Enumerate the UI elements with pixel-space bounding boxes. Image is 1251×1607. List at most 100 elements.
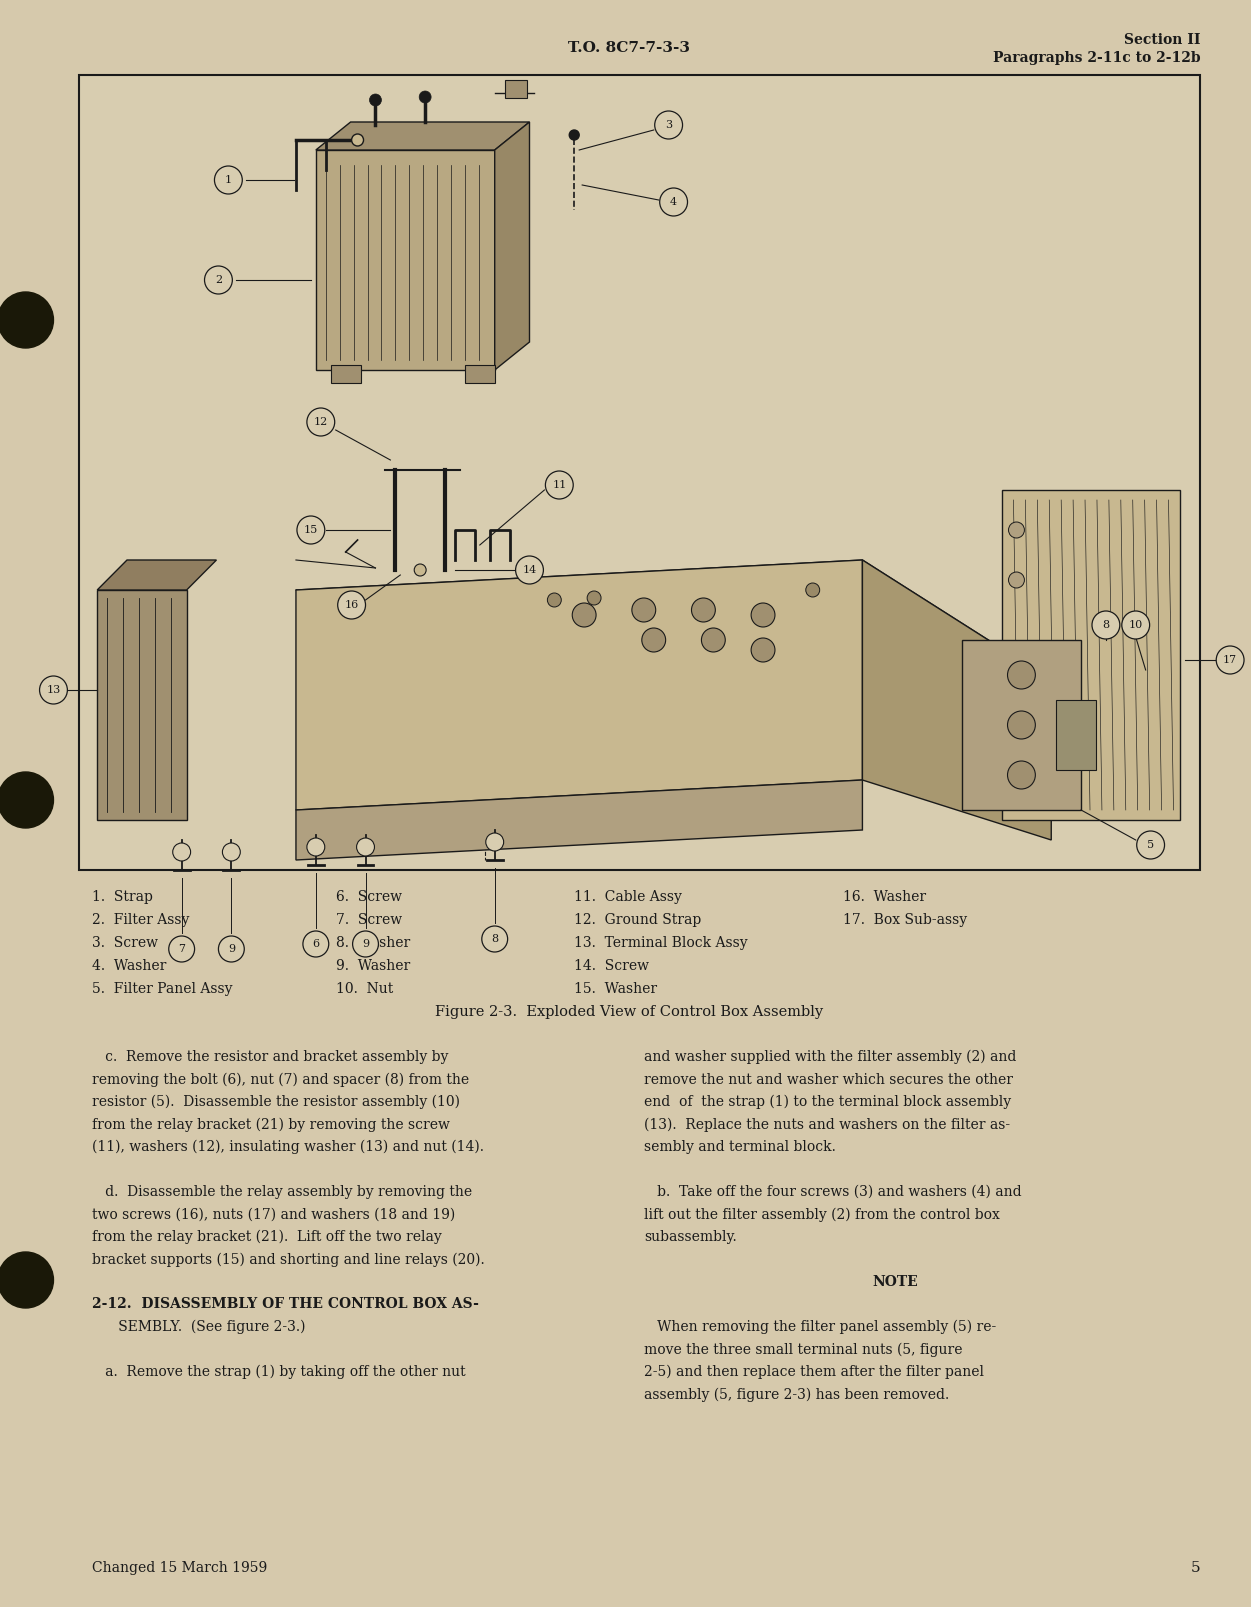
Bar (330, 365, 360, 382)
Text: 1.  Strap: 1. Strap (93, 890, 153, 905)
Polygon shape (1002, 490, 1181, 820)
Circle shape (702, 628, 726, 652)
Text: two screws (16), nuts (17) and washers (18 and 19): two screws (16), nuts (17) and washers (… (93, 1207, 455, 1221)
Circle shape (632, 598, 656, 622)
Bar (1056, 701, 1096, 770)
Text: from the relay bracket (21) by removing the screw: from the relay bracket (21) by removing … (93, 1117, 450, 1131)
Text: 14.  Screw: 14. Screw (574, 959, 649, 972)
Text: 6.  Screw: 6. Screw (335, 890, 402, 905)
Circle shape (419, 92, 432, 103)
Text: d.  Disassemble the relay assembly by removing the: d. Disassemble the relay assembly by rem… (93, 1184, 473, 1199)
Text: 7.  Screw: 7. Screw (335, 913, 402, 927)
Text: 3: 3 (666, 121, 672, 130)
Circle shape (169, 935, 195, 963)
Circle shape (369, 93, 382, 106)
Circle shape (338, 591, 365, 619)
Circle shape (515, 556, 543, 583)
Circle shape (692, 598, 716, 622)
Bar (962, 640, 1081, 810)
Text: 4.  Washer: 4. Washer (93, 959, 166, 972)
Circle shape (414, 564, 427, 575)
Bar (504, 80, 527, 98)
Polygon shape (296, 559, 862, 810)
Circle shape (352, 133, 364, 146)
Circle shape (482, 926, 508, 951)
Text: removing the bolt (6), nut (7) and spacer (8) from the: removing the bolt (6), nut (7) and space… (93, 1072, 469, 1086)
Text: Figure 2-3.  Exploded View of Control Box Assembly: Figure 2-3. Exploded View of Control Box… (435, 1004, 823, 1019)
Polygon shape (98, 559, 216, 590)
Text: (11), washers (12), insulating washer (13) and nut (14).: (11), washers (12), insulating washer (1… (93, 1139, 484, 1154)
Circle shape (40, 677, 68, 704)
Text: 2-12.  DISASSEMBLY OF THE CONTROL BOX AS-: 2-12. DISASSEMBLY OF THE CONTROL BOX AS- (93, 1297, 479, 1311)
Polygon shape (296, 779, 862, 860)
Text: remove the nut and washer which secures the other: remove the nut and washer which secures … (644, 1072, 1013, 1086)
Circle shape (204, 267, 233, 294)
Text: 9: 9 (362, 938, 369, 950)
Text: 17: 17 (1223, 656, 1237, 665)
Text: 6: 6 (313, 938, 319, 950)
Circle shape (223, 844, 240, 861)
Bar (315, 149, 494, 370)
Circle shape (1008, 752, 1025, 768)
Text: 1: 1 (225, 175, 231, 185)
Text: 10.  Nut: 10. Nut (335, 982, 393, 996)
Circle shape (296, 516, 325, 545)
Text: 8.  Washer: 8. Washer (335, 935, 410, 950)
Text: assembly (5, figure 2-3) has been removed.: assembly (5, figure 2-3) has been remove… (644, 1387, 950, 1401)
Text: 16.  Washer: 16. Washer (842, 890, 926, 905)
Text: 12.  Ground Strap: 12. Ground Strap (574, 913, 702, 927)
Circle shape (1137, 831, 1165, 860)
Text: 9.  Washer: 9. Washer (335, 959, 410, 972)
Text: sembly and terminal block.: sembly and terminal block. (644, 1139, 836, 1154)
Text: SEMBLY.  (See figure 2-3.): SEMBLY. (See figure 2-3.) (93, 1319, 305, 1334)
Circle shape (0, 1252, 54, 1308)
Circle shape (306, 837, 325, 857)
Circle shape (654, 111, 683, 138)
Text: 13: 13 (46, 685, 60, 694)
Text: 5: 5 (1191, 1560, 1200, 1575)
Circle shape (751, 603, 774, 627)
Text: 2: 2 (215, 275, 221, 284)
Text: 7: 7 (178, 943, 185, 955)
Circle shape (572, 603, 595, 627)
Circle shape (569, 130, 579, 140)
Text: c.  Remove the resistor and bracket assembly by: c. Remove the resistor and bracket assem… (93, 1049, 449, 1064)
Circle shape (357, 837, 374, 857)
Circle shape (1008, 572, 1025, 588)
Text: 3.  Screw: 3. Screw (93, 935, 158, 950)
Circle shape (306, 408, 335, 435)
Text: 15: 15 (304, 525, 318, 535)
Circle shape (1216, 646, 1243, 673)
Text: Changed 15 March 1959: Changed 15 March 1959 (93, 1560, 268, 1575)
Text: from the relay bracket (21).  Lift off the two relay: from the relay bracket (21). Lift off th… (93, 1229, 442, 1244)
Text: 9: 9 (228, 943, 235, 955)
Circle shape (303, 930, 329, 958)
Circle shape (1007, 710, 1036, 739)
Polygon shape (315, 122, 529, 149)
Text: NOTE: NOTE (872, 1274, 918, 1289)
Text: 2.  Filter Assy: 2. Filter Assy (93, 913, 190, 927)
Text: (13).  Replace the nuts and washers on the filter as-: (13). Replace the nuts and washers on th… (644, 1117, 1010, 1131)
Text: 11.  Cable Assy: 11. Cable Assy (574, 890, 682, 905)
Text: a.  Remove the strap (1) by taking off the other nut: a. Remove the strap (1) by taking off th… (93, 1364, 465, 1379)
Text: subassembly.: subassembly. (644, 1229, 737, 1244)
Polygon shape (296, 559, 1051, 710)
Text: 5.  Filter Panel Assy: 5. Filter Panel Assy (93, 982, 233, 996)
Circle shape (642, 628, 666, 652)
Circle shape (1008, 693, 1025, 709)
Text: 15.  Washer: 15. Washer (574, 982, 657, 996)
Text: 5: 5 (1147, 840, 1155, 850)
Polygon shape (862, 559, 1051, 840)
Circle shape (751, 638, 774, 662)
Circle shape (806, 583, 819, 596)
Text: T.O. 8C7-7-3-3: T.O. 8C7-7-3-3 (568, 42, 689, 55)
Text: 4: 4 (671, 198, 677, 207)
Circle shape (1122, 611, 1150, 640)
Text: When removing the filter panel assembly (5) re-: When removing the filter panel assembly … (644, 1319, 996, 1334)
Circle shape (173, 844, 190, 861)
Circle shape (0, 771, 54, 828)
Text: Paragraphs 2-11c to 2-12b: Paragraphs 2-11c to 2-12b (993, 51, 1200, 64)
Circle shape (219, 935, 244, 963)
Text: bracket supports (15) and shorting and line relays (20).: bracket supports (15) and shorting and l… (93, 1252, 485, 1266)
Text: 12: 12 (314, 416, 328, 427)
